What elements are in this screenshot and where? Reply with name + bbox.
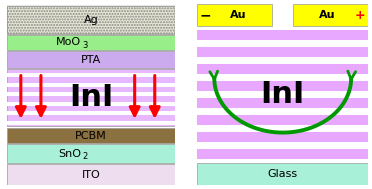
Text: PTA: PTA xyxy=(81,55,101,65)
Text: Au: Au xyxy=(319,10,336,20)
Bar xyxy=(7,51,175,68)
Bar xyxy=(7,73,175,77)
Bar xyxy=(197,64,368,74)
Bar xyxy=(7,83,175,87)
Bar xyxy=(7,144,175,163)
Bar xyxy=(7,111,175,115)
Bar xyxy=(197,132,368,142)
Bar xyxy=(7,102,175,106)
Bar xyxy=(197,26,368,163)
Text: −: − xyxy=(200,8,212,22)
Text: Ag: Ag xyxy=(84,15,99,25)
Text: InI: InI xyxy=(260,80,305,109)
Bar xyxy=(7,128,175,143)
Bar xyxy=(7,92,175,96)
Bar xyxy=(197,47,368,57)
Text: Au: Au xyxy=(230,10,247,20)
Bar xyxy=(197,163,368,185)
Text: 3: 3 xyxy=(83,41,88,50)
Text: PCBM: PCBM xyxy=(75,131,107,141)
Bar xyxy=(7,6,175,34)
Bar xyxy=(7,164,175,185)
Text: 2: 2 xyxy=(83,152,88,161)
Bar xyxy=(197,149,368,159)
Text: +: + xyxy=(355,9,365,22)
Bar xyxy=(7,121,175,125)
Bar xyxy=(197,30,368,40)
Bar xyxy=(7,69,175,126)
Bar xyxy=(7,35,175,50)
Bar xyxy=(293,4,368,26)
Text: Glass: Glass xyxy=(268,169,298,179)
Text: ITO: ITO xyxy=(82,170,100,180)
Text: SnO: SnO xyxy=(58,149,81,159)
Text: MoO: MoO xyxy=(56,37,81,47)
Bar xyxy=(197,4,272,26)
Bar xyxy=(197,98,368,108)
Bar xyxy=(7,6,175,34)
Text: InI: InI xyxy=(69,83,113,112)
Bar xyxy=(197,81,368,91)
Bar xyxy=(197,115,368,125)
